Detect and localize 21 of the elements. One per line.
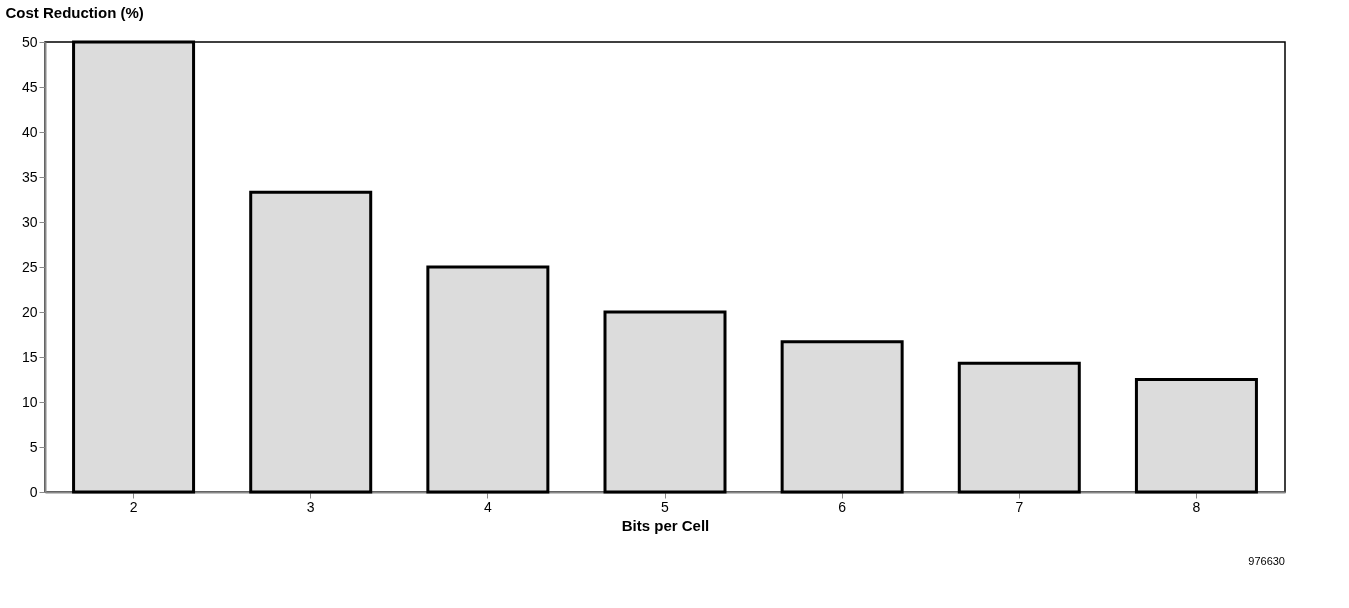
x-tick-label: 4 bbox=[483, 498, 492, 515]
x-tick-label: 5 bbox=[661, 498, 670, 515]
y-tick-label: 0 bbox=[29, 483, 38, 500]
y-tick-label: 5 bbox=[29, 438, 38, 455]
text: 976630 bbox=[1248, 555, 1285, 567]
x-tick-label: 2 bbox=[129, 498, 138, 515]
y-tick-label: 30 bbox=[21, 213, 38, 230]
y-tick-label: 25 bbox=[21, 258, 38, 275]
y-tick-label: 35 bbox=[21, 168, 38, 185]
y-tick-label: 15 bbox=[21, 348, 38, 365]
x-axis-title: Bits per Cell bbox=[621, 516, 710, 534]
y-tick-label: 10 bbox=[21, 393, 38, 410]
x-tick-label: 6 bbox=[838, 498, 847, 515]
y-axis-title: Cost Reduction (%) bbox=[5, 3, 144, 21]
x-tick-label: 7 bbox=[1015, 498, 1024, 515]
y-tick-label: 20 bbox=[21, 303, 38, 320]
x-tick-label: 3 bbox=[306, 498, 315, 515]
y-tick-label: 40 bbox=[21, 123, 38, 140]
y-tick-label: 50 bbox=[21, 33, 38, 50]
y-tick-label: 45 bbox=[21, 78, 38, 95]
x-tick-label: 8 bbox=[1192, 498, 1201, 515]
